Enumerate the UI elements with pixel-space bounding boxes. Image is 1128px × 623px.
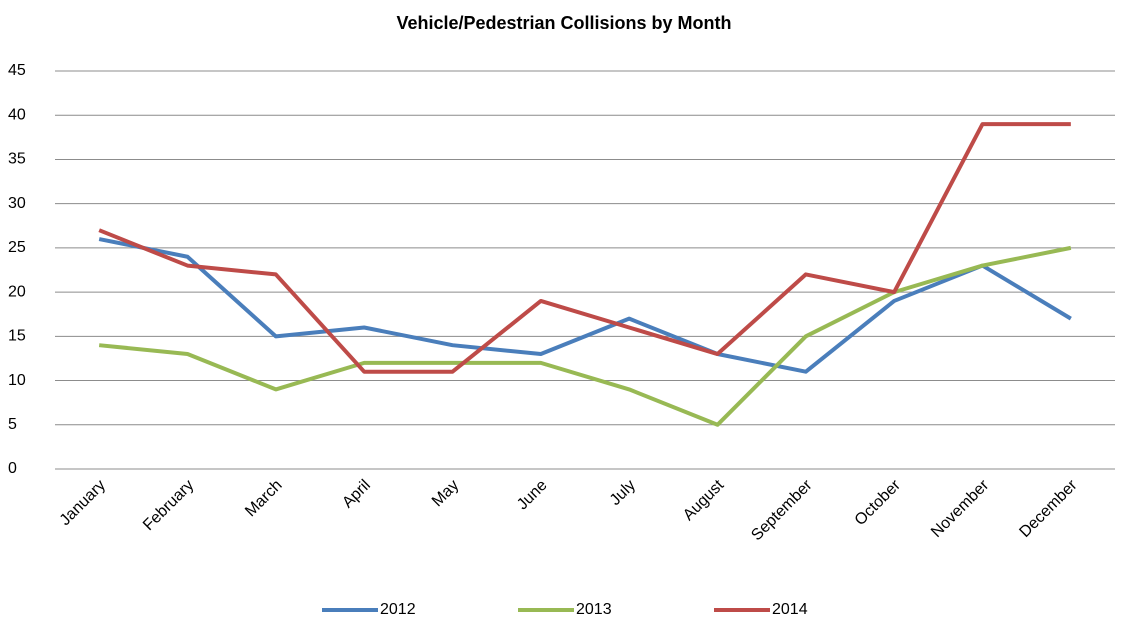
legend-label: 2013 bbox=[576, 601, 612, 618]
y-tick-label: 0 bbox=[8, 460, 17, 477]
legend-label: 2014 bbox=[772, 601, 808, 618]
x-tick-label: July bbox=[607, 477, 639, 509]
legend-label: 2012 bbox=[380, 601, 416, 618]
series-line bbox=[98, 245, 1072, 427]
x-tick-label: September bbox=[748, 476, 816, 544]
y-tick-label: 20 bbox=[8, 283, 26, 300]
x-tick-label: April bbox=[339, 477, 374, 512]
y-tick-label: 40 bbox=[8, 106, 26, 123]
series-line bbox=[98, 237, 1072, 374]
y-tick-label: 5 bbox=[8, 416, 17, 433]
y-tick-label: 45 bbox=[8, 62, 26, 79]
chart-title: Vehicle/Pedestrian Collisions by Month bbox=[396, 13, 731, 33]
y-tick-label: 30 bbox=[8, 195, 26, 212]
y-tick-label: 35 bbox=[8, 151, 26, 168]
x-tick-label: March bbox=[242, 477, 285, 520]
y-tick-label: 25 bbox=[8, 239, 26, 256]
x-tick-label: May bbox=[429, 477, 462, 510]
x-tick-label: January bbox=[57, 477, 109, 529]
x-tick-label: June bbox=[514, 477, 551, 514]
x-tick-label: November bbox=[928, 476, 993, 541]
x-tick-label: August bbox=[680, 476, 728, 524]
series-line bbox=[98, 122, 1071, 374]
x-tick-label: February bbox=[140, 477, 197, 534]
y-tick-label: 10 bbox=[8, 372, 26, 389]
y-tick-label: 15 bbox=[8, 328, 26, 345]
x-tick-label: October bbox=[852, 476, 905, 529]
x-tick-label: December bbox=[1016, 476, 1081, 541]
